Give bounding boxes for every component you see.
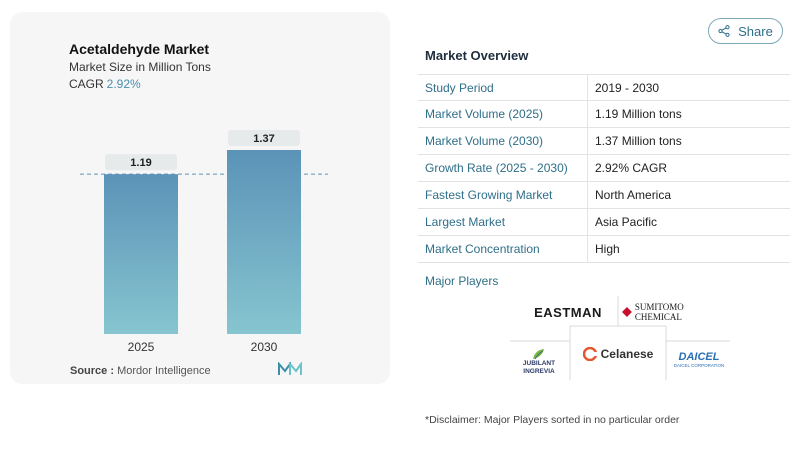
chart-title: Acetaldehyde Market bbox=[69, 41, 210, 57]
share-button[interactable]: Share bbox=[708, 18, 783, 44]
x-tick-label-2025: 2025 bbox=[128, 340, 155, 354]
overview-row-value: Asia Pacific bbox=[587, 209, 790, 235]
overview-row: Fastest Growing Market North America bbox=[418, 182, 790, 209]
sumitomo-logo: SUMITOMO CHEMICAL bbox=[622, 302, 732, 322]
x-tick-label-2030: 2030 bbox=[251, 340, 278, 354]
chart-subtitle: Market Size in Million Tons bbox=[69, 60, 211, 74]
celanese-emblem-icon bbox=[582, 347, 597, 361]
jubilant-leaf-icon bbox=[533, 349, 544, 360]
overview-row-label: Market Volume (2030) bbox=[425, 134, 544, 148]
overview-row: Market Volume (2030) 1.37 Million tons bbox=[418, 128, 790, 155]
daicel-logo-text: DAICEL bbox=[678, 351, 720, 363]
source-line: Source : Mordor Intelligence bbox=[70, 365, 211, 377]
ingrevia-logo-text: INGREVIA bbox=[523, 368, 555, 375]
bar-2030 bbox=[227, 150, 301, 334]
daicel-corporation-text: DAICEL CORPORATION bbox=[673, 363, 725, 368]
daicel-logo: DAICEL DAICEL CORPORATION bbox=[668, 348, 730, 372]
overview-row-label: Study Period bbox=[425, 80, 494, 95]
overview-row: Market Volume (2025) 1.19 Million tons bbox=[418, 101, 790, 128]
overview-row: Largest Market Asia Pacific bbox=[418, 209, 790, 236]
data-label-2025: 1.19 bbox=[130, 157, 151, 169]
cagr-label: CAGR bbox=[69, 77, 104, 91]
overview-row-label: Market Concentration bbox=[425, 242, 540, 256]
bar-2025 bbox=[104, 174, 178, 334]
jubilant-logo-text: JUBILANT bbox=[522, 360, 556, 367]
data-label-bg-2025 bbox=[105, 154, 177, 171]
mordor-logo-icon bbox=[278, 362, 302, 375]
cagr-value: 2.92% bbox=[106, 77, 141, 91]
celanese-logo-text: Celanese bbox=[600, 347, 654, 361]
celanese-logo: Celanese bbox=[578, 342, 658, 366]
overview-row: Market Concentration High bbox=[418, 236, 790, 263]
overview-row-label: Fastest Growing Market bbox=[425, 188, 553, 202]
data-label-2030: 1.37 bbox=[253, 133, 274, 145]
overview-row-label: Largest Market bbox=[425, 215, 506, 229]
overview-row: Growth Rate (2025 - 2030) 2.92% CAGR bbox=[418, 155, 790, 182]
players-logo-grid bbox=[510, 296, 730, 380]
jubilant-ingrevia-logo: JUBILANT INGREVIA bbox=[510, 345, 568, 379]
overview-table: Study Period 2019 - 2030 Market Volume (… bbox=[418, 74, 790, 263]
overview-row-label: Growth Rate (2025 - 2030) bbox=[425, 161, 568, 175]
overview-row-value: 1.19 Million tons bbox=[587, 101, 790, 127]
chart-card bbox=[10, 12, 390, 384]
disclaimer: *Disclaimer: Major Players sorted in no … bbox=[425, 414, 680, 426]
overview-row-value: 2.92% CAGR bbox=[587, 155, 790, 181]
overview-title: Market Overview bbox=[425, 48, 529, 63]
sumitomo-diamond-icon bbox=[622, 307, 632, 317]
overview-row-value: 1.37 Million tons bbox=[587, 128, 790, 154]
source-value: Mordor Intelligence bbox=[117, 365, 211, 377]
data-label-bg-2030 bbox=[228, 130, 300, 146]
overview-row: Study Period 2019 - 2030 bbox=[418, 74, 790, 101]
eastman-logo-text: EASTMAN bbox=[534, 304, 602, 320]
eastman-logo: EASTMAN bbox=[526, 302, 610, 322]
cagr-line: CAGR 2.92% bbox=[69, 77, 141, 91]
bar-chart: 1.19 2025 1.37 2030 bbox=[80, 130, 328, 354]
source-label: Source : bbox=[70, 365, 115, 377]
overview-row-value: High bbox=[587, 236, 790, 262]
major-players-title: Major Players bbox=[425, 274, 499, 288]
share-label: Share bbox=[738, 23, 773, 39]
overview-row-value: 2019 - 2030 bbox=[587, 75, 790, 100]
overview-row-value: North America bbox=[587, 182, 790, 208]
sumitomo-logo-text: SUMITOMO CHEMICAL bbox=[634, 302, 684, 322]
overview-row-label: Market Volume (2025) bbox=[425, 107, 544, 121]
share-icon bbox=[718, 25, 730, 37]
